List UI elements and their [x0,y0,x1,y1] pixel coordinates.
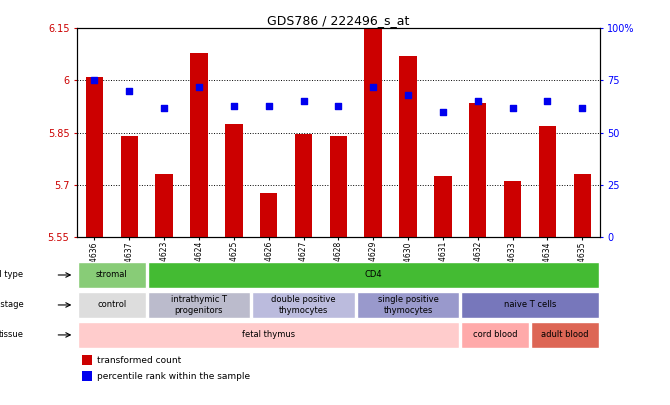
Text: single positive
thymocytes: single positive thymocytes [378,295,438,315]
Bar [504,181,521,237]
Text: cord blood: cord blood [473,330,517,339]
Bar [295,134,312,237]
Bar [399,56,417,237]
Bar [78,262,145,288]
Bar [531,322,598,348]
Bar [539,126,556,237]
Bar [253,292,354,318]
Bar [121,136,138,237]
Text: adult blood: adult blood [541,330,588,339]
Bar [260,194,277,237]
Bar [148,292,250,318]
Point [89,77,100,84]
Point [333,102,344,109]
Bar [82,371,92,382]
Text: CD4: CD4 [364,271,382,279]
Text: tissue: tissue [0,330,23,339]
Bar [78,292,145,318]
Text: cell type: cell type [0,271,23,279]
Bar [364,28,382,237]
Text: fetal thymus: fetal thymus [242,330,295,339]
Point [124,87,135,94]
Text: development stage: development stage [0,301,23,309]
Bar [155,174,173,237]
Text: stromal: stromal [96,271,128,279]
Point [298,98,309,104]
Text: control: control [97,301,127,309]
Bar [78,322,459,348]
Bar [225,124,243,237]
Point [159,104,170,111]
Bar [148,262,598,288]
Bar [574,174,591,237]
Bar [434,176,452,237]
Bar [462,292,598,318]
Bar [462,322,529,348]
Bar [86,77,103,237]
Point [507,104,518,111]
Point [263,102,274,109]
Bar [330,136,347,237]
Point [228,102,239,109]
Point [368,83,379,90]
Title: GDS786 / 222496_s_at: GDS786 / 222496_s_at [267,14,409,27]
Point [438,109,448,115]
Point [194,83,204,90]
Text: double positive
thymocytes: double positive thymocytes [271,295,336,315]
Text: intrathymic T
progenitors: intrathymic T progenitors [171,295,227,315]
Bar [357,292,459,318]
Text: naive T cells: naive T cells [504,301,556,309]
Point [577,104,588,111]
Point [403,92,413,98]
Bar [469,103,486,237]
Point [542,98,553,104]
Point [472,98,483,104]
Text: percentile rank within the sample: percentile rank within the sample [97,372,250,381]
Bar [82,355,92,365]
Bar [190,53,208,237]
Text: transformed count: transformed count [97,356,181,365]
